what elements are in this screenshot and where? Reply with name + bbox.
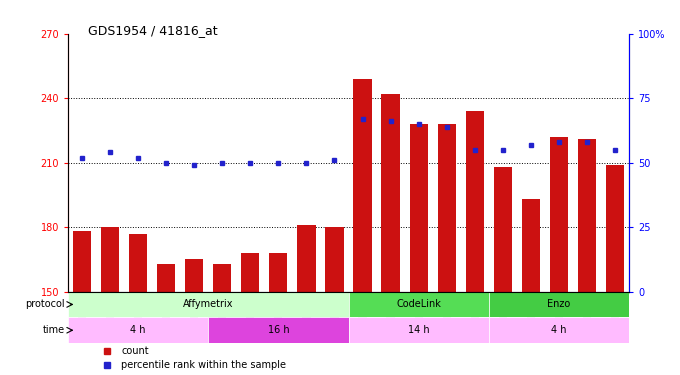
Bar <box>241 253 260 292</box>
Text: 16 h: 16 h <box>267 325 289 335</box>
Text: GDS1954 / 41816_at: GDS1954 / 41816_at <box>88 24 218 38</box>
Bar <box>208 317 348 343</box>
Bar <box>466 111 484 292</box>
Bar <box>494 167 512 292</box>
Text: 4 h: 4 h <box>131 325 146 335</box>
Bar <box>489 317 629 343</box>
Bar <box>185 260 203 292</box>
Text: time: time <box>43 325 65 335</box>
Bar <box>157 264 175 292</box>
Bar <box>489 292 629 317</box>
Text: 14 h: 14 h <box>408 325 430 335</box>
Bar <box>213 264 231 292</box>
Bar <box>73 231 91 292</box>
Bar <box>409 124 428 292</box>
Bar <box>68 292 348 317</box>
Bar <box>348 317 489 343</box>
Text: percentile rank within the sample: percentile rank within the sample <box>121 360 286 370</box>
Bar <box>578 139 596 292</box>
Bar <box>522 199 540 292</box>
Bar <box>269 253 288 292</box>
Bar <box>381 94 400 292</box>
Text: protocol: protocol <box>26 300 65 309</box>
Bar <box>129 234 148 292</box>
Text: Enzo: Enzo <box>547 300 571 309</box>
Text: count: count <box>121 346 149 356</box>
Bar <box>549 137 568 292</box>
Bar <box>68 317 208 343</box>
Bar <box>437 124 456 292</box>
Text: Affymetrix: Affymetrix <box>183 300 233 309</box>
Bar <box>101 227 119 292</box>
Bar <box>354 79 372 292</box>
Bar <box>325 227 343 292</box>
Bar <box>606 165 624 292</box>
Text: CodeLink: CodeLink <box>396 300 441 309</box>
Text: 4 h: 4 h <box>551 325 566 335</box>
Bar <box>348 292 489 317</box>
Bar <box>297 225 316 292</box>
